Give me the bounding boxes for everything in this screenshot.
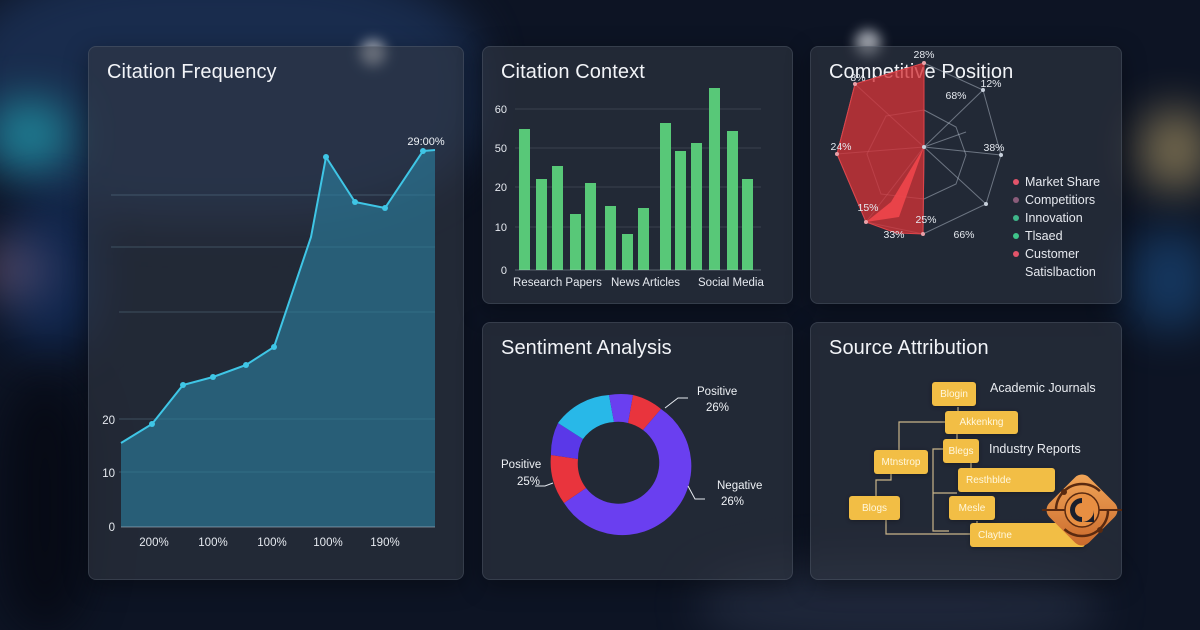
- sentiment-value: 26%: [706, 402, 729, 414]
- sentiment-donut-chart: Positive 26% Positive 25% Negative 26%: [501, 386, 762, 536]
- sentiment-label: Negative: [717, 480, 762, 492]
- competitive-position-radar: 28% 8% 68% 12% 38% 24% 15% 25% 33% 66%: [830, 49, 1004, 241]
- legend-item: Competitiors: [1013, 191, 1100, 209]
- competitive-position-card: Competitive Position 28% 8% 68% 12% 38% …: [810, 46, 1122, 304]
- card-title: Source Attribution: [829, 337, 989, 359]
- node-mesle: Mesle: [949, 496, 995, 520]
- node-resthblde: Resthblde: [958, 468, 1055, 492]
- legend-dot-icon: [1013, 233, 1019, 239]
- citation-frequency-card: Citation Frequency 29:00% 20 10 0 200% 1…: [88, 46, 464, 580]
- radar-label: 25%: [915, 214, 936, 226]
- x-tick: 100%: [198, 537, 227, 549]
- peak-annotation: 29:00%: [407, 136, 445, 148]
- citation-context-chart: 60 50 20 10 0 Research Papers News Artic…: [495, 88, 764, 289]
- sentiment-analysis-card: Sentiment Analysis Positive 26% Positive…: [482, 322, 793, 580]
- radar-label: 15%: [857, 202, 878, 214]
- sentiment-label: Positive: [697, 386, 737, 398]
- legend-item: Tlsaed: [1013, 227, 1100, 245]
- y-tick: 20: [495, 182, 507, 194]
- citation-frequency-chart: 29:00% 20 10 0 200% 100% 100% 100% 190%: [102, 136, 445, 549]
- y-tick: 10: [495, 222, 507, 234]
- radar-label: 8%: [850, 72, 865, 84]
- x-category: Research Papers: [513, 277, 602, 289]
- academic-journals-label: Academic Journals: [990, 381, 1096, 395]
- node-mtnstrop: Mtnstrop: [874, 450, 928, 474]
- legend-dot-icon: [1013, 251, 1019, 257]
- x-tick: 190%: [370, 537, 399, 549]
- legend-item: Market Share: [1013, 173, 1100, 191]
- legend-dot-icon: [1013, 179, 1019, 185]
- x-tick: 200%: [139, 537, 168, 549]
- radar-label: 68%: [945, 90, 966, 102]
- card-title: Citation Context: [501, 61, 645, 83]
- y-tick: 0: [109, 522, 115, 534]
- card-title: Citation Frequency: [107, 61, 277, 83]
- legend-dot-icon: [1013, 215, 1019, 221]
- sentiment-value: 26%: [721, 496, 744, 508]
- radar-label: 28%: [913, 49, 934, 61]
- legend-item: Customer: [1013, 245, 1100, 263]
- radar-label: 24%: [830, 141, 851, 153]
- brand-logo-icon: [1042, 474, 1122, 546]
- x-category: Social Media: [698, 277, 764, 289]
- radar-label: 33%: [883, 229, 904, 241]
- y-tick: 20: [102, 415, 115, 427]
- node-akkenkng: Akkenkng: [945, 411, 1018, 434]
- y-tick: 10: [102, 468, 115, 480]
- y-tick: 50: [495, 143, 507, 155]
- legend-item-continued: Satislbaction: [1025, 265, 1096, 279]
- node-blogin: Blogin: [932, 382, 976, 406]
- radar-legend: Market Share Competitiors Innovation Tls…: [1013, 173, 1100, 281]
- radar-label: 12%: [980, 78, 1001, 90]
- y-tick: 0: [501, 265, 507, 277]
- legend-dot-icon: [1013, 197, 1019, 203]
- x-category: News Articles: [611, 277, 680, 289]
- industry-reports-label: Industry Reports: [989, 442, 1081, 456]
- citation-context-card: Citation Context 60 50 20 10 0 Resea: [482, 46, 793, 304]
- x-tick: 100%: [257, 537, 286, 549]
- radar-label: 66%: [953, 229, 974, 241]
- radar-label: 38%: [983, 142, 1004, 154]
- sentiment-value: 25%: [517, 476, 540, 488]
- x-tick: 100%: [313, 537, 342, 549]
- legend-item: Innovation: [1013, 209, 1100, 227]
- node-blogs: Blogs: [849, 496, 900, 520]
- card-title: Sentiment Analysis: [501, 337, 672, 359]
- y-tick: 60: [495, 104, 507, 116]
- sentiment-label: Positive: [501, 459, 541, 471]
- node-blegs: Blegs: [943, 439, 979, 463]
